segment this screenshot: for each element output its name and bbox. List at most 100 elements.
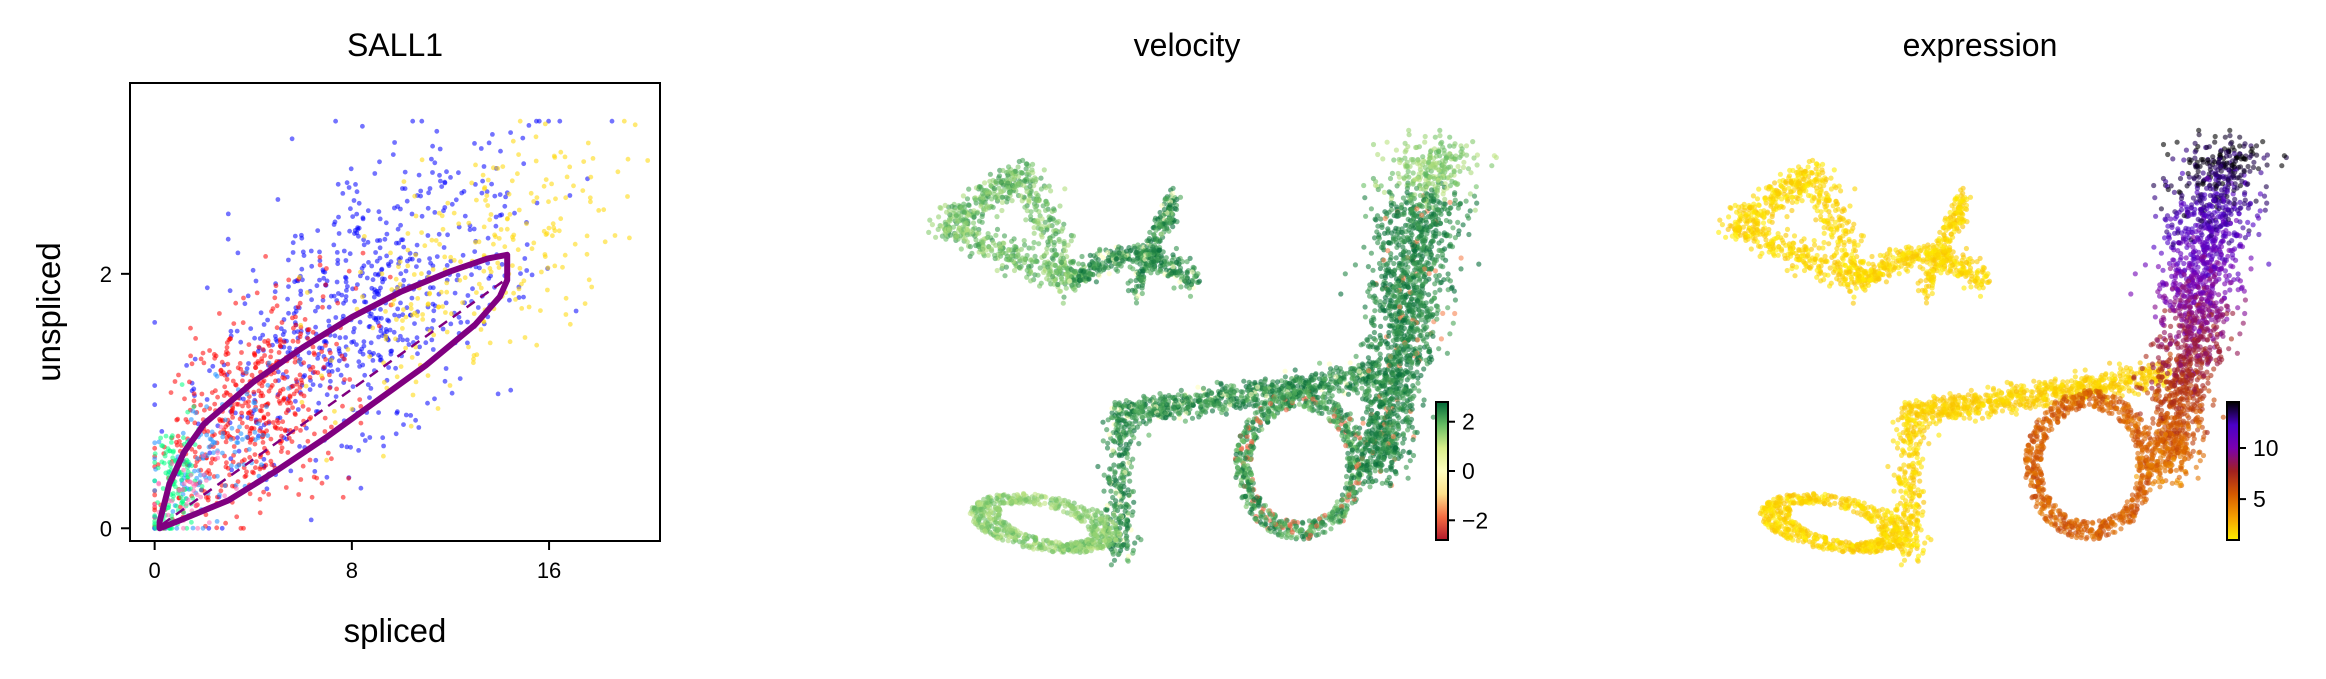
scatter-point: [452, 290, 458, 296]
embedding-point: [1131, 499, 1137, 505]
embedding-point: [1020, 500, 1026, 506]
scatter-point: [174, 503, 179, 509]
embedding-point: [1131, 435, 1137, 441]
embedding-point: [976, 516, 982, 523]
scatter-point: [314, 283, 320, 289]
embedding-point: [1130, 509, 1136, 515]
embedding-point: [1135, 534, 1141, 541]
embedding-point: [1273, 398, 1279, 404]
scatter-point: [438, 289, 444, 295]
scatter-point: [358, 420, 364, 426]
embedding-point: [1051, 281, 1057, 287]
scatter-point: [445, 200, 451, 206]
scatter-point: [495, 166, 501, 171]
scatter-point: [466, 344, 471, 350]
scatter-point: [457, 376, 463, 381]
embedding-point: [971, 518, 977, 525]
scatter-point: [398, 206, 403, 212]
scatter-point: [324, 278, 330, 284]
scatter-point: [425, 302, 431, 307]
embedding-point: [980, 191, 986, 197]
scatter-point: [409, 211, 415, 217]
embedding-point: [1059, 228, 1065, 234]
scatter-point: [279, 445, 285, 451]
scatter-point: [473, 182, 478, 187]
scatter-point: [371, 351, 376, 356]
embedding-point: [1125, 288, 1132, 294]
scatter-point: [287, 394, 293, 400]
scatter-point: [234, 328, 240, 334]
embedding-point: [1121, 403, 1128, 409]
scatter-point: [170, 509, 176, 514]
scatter-point: [379, 315, 384, 321]
scatter-point: [152, 402, 158, 408]
scatter-point: [175, 416, 181, 422]
embedding-point: [1111, 557, 1118, 563]
embedding-point: [991, 185, 997, 192]
scatter-point: [244, 434, 250, 440]
scatter-point: [326, 318, 332, 324]
embedding-point: [1108, 488, 1114, 494]
embedding-point: [1043, 207, 1049, 213]
scatter-point: [419, 157, 425, 163]
scatter-point: [362, 372, 368, 378]
embedding-point: [952, 234, 958, 241]
scatter-point: [444, 289, 450, 295]
embedding-point: [1038, 226, 1044, 232]
scatter-point: [436, 231, 442, 237]
scatter-point: [496, 236, 502, 241]
scatter-point: [444, 169, 449, 175]
scatter-point: [262, 339, 267, 344]
scatter-point: [219, 359, 225, 365]
scatter-point: [222, 483, 228, 489]
scatter-point: [381, 453, 386, 459]
y-axis-label: unspliced: [30, 242, 67, 381]
scatter-point: [290, 383, 296, 389]
scatter-point: [279, 320, 285, 325]
scatter-point: [347, 251, 353, 257]
embedding-point: [971, 505, 977, 511]
embedding-point: [1028, 278, 1034, 284]
scatter-point: [296, 492, 302, 497]
scatter-point: [273, 283, 279, 289]
scatter-point: [240, 403, 245, 409]
scatter-point: [275, 197, 281, 202]
embedding-point: [1020, 157, 1026, 163]
embedding-point: [1170, 252, 1176, 258]
scatter-point: [456, 314, 462, 320]
scatter-point: [156, 439, 162, 445]
embedding-point: [1262, 378, 1268, 384]
embedding-point: [1045, 272, 1051, 278]
scatter-point: [397, 259, 403, 265]
scatter-point: [455, 272, 461, 278]
scatter-point: [590, 156, 596, 161]
embedding-point: [1294, 534, 1300, 541]
x-tick-label: 0: [149, 558, 161, 583]
scatter-point: [510, 237, 516, 243]
scatter-point: [485, 235, 491, 241]
scatter-point: [372, 171, 378, 176]
scatter-point: [290, 315, 295, 321]
scatter-point: [272, 295, 278, 301]
embedding-point: [1218, 380, 1224, 386]
scatter-point: [185, 497, 191, 503]
scatter-point: [264, 404, 269, 410]
scatter-point: [467, 227, 473, 233]
scatter-point: [200, 525, 206, 531]
embedding-point: [1056, 540, 1062, 546]
scatter-point: [491, 165, 496, 171]
scatter-point: [241, 462, 247, 467]
scatter-point: [490, 132, 495, 137]
embedding-point: [1061, 265, 1067, 271]
scatter-point: [289, 136, 295, 142]
embedding-point: [1239, 438, 1245, 444]
scatter-point: [589, 284, 595, 290]
embedding-point: [1102, 538, 1108, 544]
scatter-point: [233, 382, 238, 388]
scatter-point: [426, 190, 431, 196]
scatter-point: [282, 376, 287, 381]
embedding-point: [1021, 182, 1027, 188]
embedding-point: [947, 232, 954, 238]
scatter-point: [329, 424, 334, 430]
scatter-point: [383, 336, 389, 342]
